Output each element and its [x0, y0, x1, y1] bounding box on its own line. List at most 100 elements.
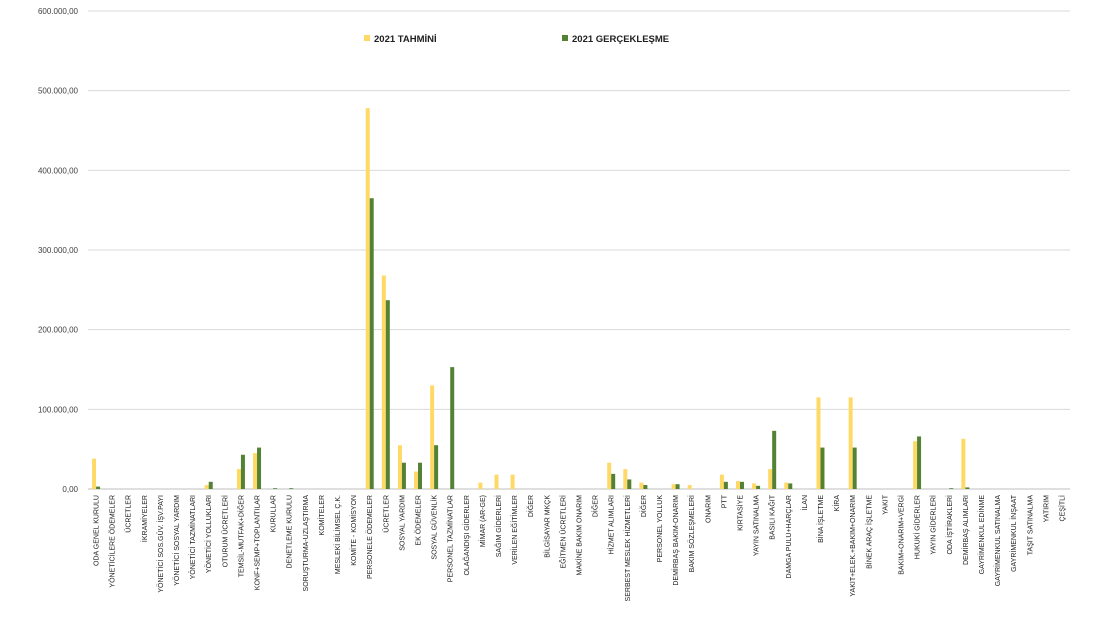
legend-swatch-tahmini — [364, 35, 370, 41]
x-tick-label: KONF+SEMP+TOPLANTILAR — [255, 495, 262, 590]
x-tick-label: PERSONEL YOLLUK — [657, 495, 664, 563]
bar-gerceklesme — [820, 447, 825, 489]
x-tick-label: BAKIM SÖZLEŞMELERİ — [687, 495, 696, 572]
x-tick-label: KURULLAR — [271, 495, 278, 532]
bar-tahmini — [204, 485, 209, 489]
x-tick-label: SOSYAL GÜVENLİK — [430, 495, 439, 560]
bar-tahmini — [430, 385, 435, 489]
x-tick-label: DİĞER — [591, 495, 600, 517]
x-tick-label: DEMİRBAŞ BAKIM-ONARIM — [671, 495, 680, 586]
x-tick-label: TAŞIT SATINALMA — [1027, 495, 1034, 556]
x-tick-label: BİNEK ARAÇ İŞLETME — [864, 495, 873, 569]
bars — [92, 108, 970, 490]
x-tick-label: KOMİTE - KOMİSYON — [349, 495, 358, 566]
gridlines — [88, 10, 1070, 490]
x-tick-label: YÖNETİCİ SOSYAL YARDIM — [172, 495, 181, 586]
x-tick-label: KOMİTELER — [317, 495, 326, 535]
bar-tahmini — [253, 453, 258, 489]
bar-gerceklesme — [434, 445, 439, 489]
x-tick-label: DENETLEME KURULU — [287, 495, 294, 569]
y-tick-label: 100.000,00 — [38, 405, 79, 414]
x-tick-label: GAYRİMENKUL EDİNME — [977, 495, 986, 575]
x-tick-label: BAKIM+ONARIM+VERGİ — [896, 495, 905, 575]
x-tick-label: GAYRİMENKUL İNŞAAT — [1009, 494, 1018, 572]
bar-gerceklesme — [273, 488, 278, 489]
x-tick-label: TEMSİL-MUTFAK+DİĞER — [236, 495, 245, 577]
x-tick-label: ÜCRETLER — [125, 495, 133, 533]
bar-gerceklesme — [643, 485, 648, 489]
bar-tahmini — [478, 482, 483, 489]
bar-gerceklesme — [756, 485, 761, 489]
y-tick-label: 0,00 — [62, 485, 78, 494]
bar-tahmini — [607, 462, 612, 489]
bar-tahmini — [752, 483, 757, 489]
bar-gerceklesme — [369, 198, 374, 489]
bar-gerceklesme — [723, 481, 728, 489]
bar-tahmini — [687, 485, 692, 489]
bar-tahmini — [236, 469, 241, 489]
x-tick-label: OLAĞANDIŞI GİDERLER — [462, 495, 471, 576]
bar-tahmini — [381, 275, 386, 489]
x-tick-label: ÜCRETLER — [382, 495, 390, 533]
bar-tahmini — [735, 481, 740, 489]
legend-label-gerceklesme: 2021 GERÇEKLEŞME — [572, 34, 669, 45]
bar-tahmini — [92, 458, 97, 489]
bar-gerceklesme — [739, 481, 744, 489]
bar-tahmini — [768, 469, 773, 489]
bar-tahmini — [671, 484, 676, 489]
x-axis-ticks: ODA GENEL KURULU YÖNETİCİLERE ÖDEMELER ÜCR… — [94, 494, 1067, 601]
x-tick-label: EK ÖDEMELER — [415, 495, 423, 546]
x-tick-label: VERİLEN EĞİTİMLER — [510, 495, 519, 565]
bar-gerceklesme — [772, 430, 777, 489]
legend: 2021 TAHMİNİ 2021 GERÇEKLEŞME — [364, 34, 669, 45]
x-tick-label: YAKIT — [882, 494, 889, 514]
bar-tahmini — [623, 469, 628, 489]
x-tick-label: KİRA — [832, 495, 841, 512]
bar-tahmini — [961, 438, 966, 489]
y-tick-label: 300.000,00 — [38, 246, 79, 255]
bar-gerceklesme — [675, 484, 680, 489]
bar-tahmini — [816, 397, 821, 489]
x-tick-label: DEMİRBAŞ ALIMLARI — [961, 495, 970, 565]
bar-gerceklesme — [450, 367, 455, 489]
x-tick-label: ODA İŞTİRAKLERİ — [945, 495, 954, 555]
x-tick-label: MESLEKİ BİLİMSEL Ç.K. — [333, 495, 342, 574]
x-tick-label: KIRTASİYE — [735, 495, 744, 531]
legend-swatch-gerceklesme — [562, 35, 568, 41]
x-tick-label: EĞİTMEN ÜCRETLERİ — [558, 495, 567, 569]
x-tick-label: YÖNETİCİ TAZMİNATLARI — [188, 495, 197, 579]
x-tick-label: İKRAMİYELER — [140, 495, 149, 542]
x-tick-label: YÖNETİCİLERE ÖDEMELER — [108, 495, 117, 588]
x-tick-label: DİĞER — [639, 495, 648, 517]
x-tick-label: HUKUKİ GİDERLER — [913, 495, 922, 559]
x-tick-label: YAYIN GİDERLERİ — [929, 495, 938, 555]
x-tick-label: BASILI KAĞIT — [768, 494, 777, 539]
y-axis-ticks: 0,00 100.000,00 200.000,00 300.000,00 400.00… — [38, 7, 79, 494]
x-tick-label: YATIRIM — [1043, 495, 1050, 523]
bar-gerceklesme — [240, 454, 245, 489]
legend-label-tahmini: 2021 TAHMİNİ — [374, 34, 437, 45]
x-tick-label: YAYIN SATINALMA — [754, 495, 761, 556]
bar-tahmini — [365, 108, 370, 490]
x-tick-label: HİZMET ALIMLARI — [607, 495, 616, 554]
x-tick-label: ONARIM — [705, 495, 712, 523]
bar-tahmini — [639, 482, 644, 489]
x-tick-label: SOSYAL YARDIM — [399, 495, 406, 551]
y-tick-label: 200.000,00 — [38, 326, 79, 335]
bar-gerceklesme — [257, 447, 262, 489]
x-tick-label: ODA GENEL KURULU — [94, 495, 101, 566]
bar-gerceklesme — [208, 481, 213, 489]
x-tick-label: İLAN — [800, 495, 809, 511]
bar-gerceklesme — [385, 300, 390, 489]
x-tick-label: ÇEŞİTLİ — [1057, 495, 1066, 522]
x-tick-label: DİĞER — [526, 495, 535, 517]
x-tick-label: MAKİNE BAKIM ONARIM — [575, 495, 584, 576]
x-tick-label: BİLGİSAYAR MKÇK — [542, 495, 551, 558]
bar-gerceklesme — [418, 462, 423, 489]
bar-gerceklesme — [96, 486, 101, 489]
bar-tahmini — [414, 471, 419, 489]
bar-gerceklesme — [401, 462, 406, 489]
bar-gerceklesme — [917, 436, 922, 489]
x-tick-label: SORUŞTURMA-UZLAŞTIRMA — [303, 495, 310, 592]
